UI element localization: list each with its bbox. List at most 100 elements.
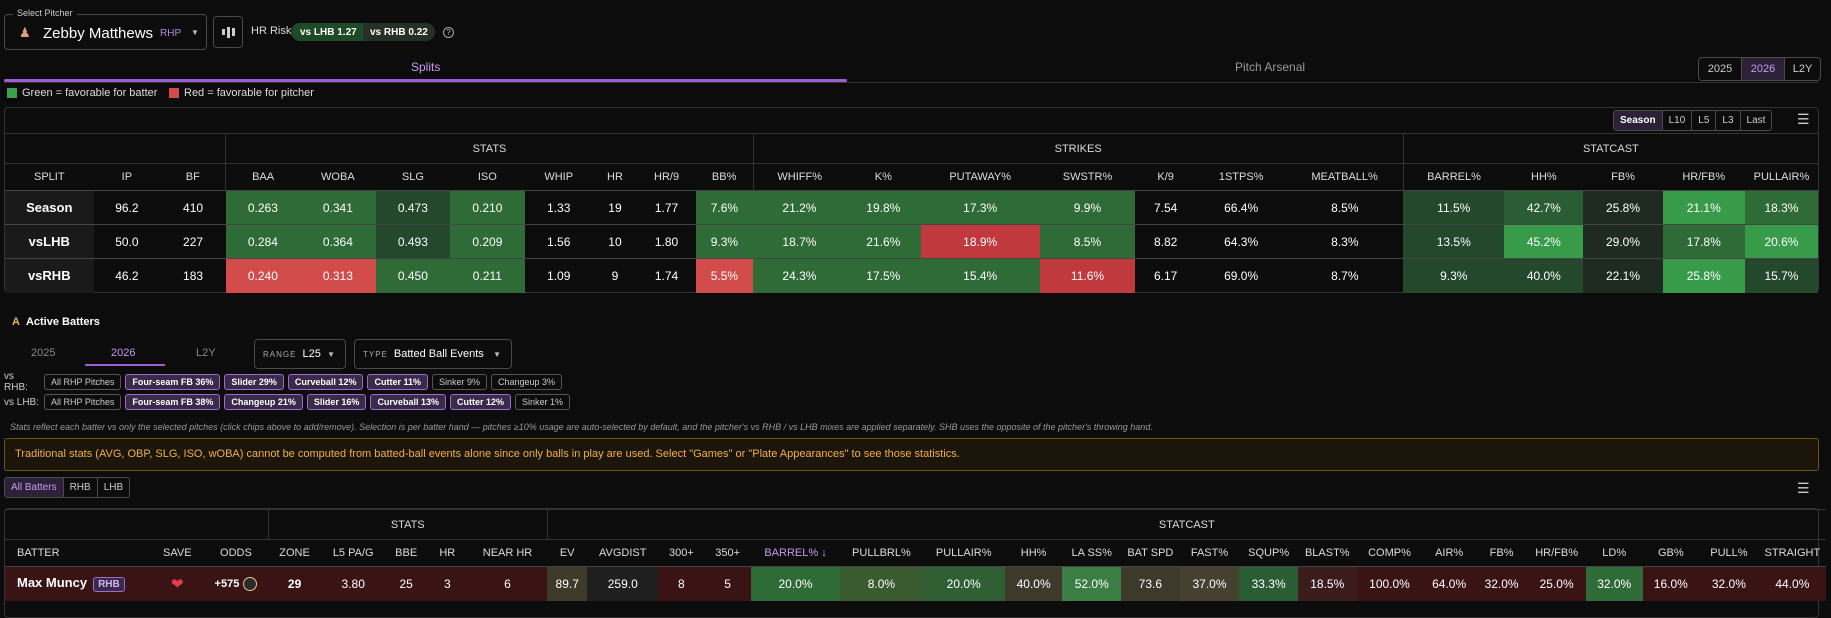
batter-cell: 25.0% [1527, 566, 1586, 601]
batter-col-header[interactable]: HR/FB% [1527, 539, 1586, 567]
save-heart-icon[interactable]: ❤ [151, 566, 204, 601]
batter-hand-filter[interactable]: All Batters RHB LHB [4, 477, 131, 498]
pitch-chip[interactable]: Sinker 9% [431, 374, 488, 390]
tab-splits[interactable]: Splits [411, 60, 441, 74]
split-col-header[interactable]: MEATBALL% [1286, 163, 1404, 191]
batter-col-header[interactable]: PULLAIR% [922, 539, 1005, 567]
batter-year-2026[interactable]: 2026 [111, 347, 136, 359]
batter-col-header[interactable]: COMP% [1356, 539, 1423, 567]
batter-col-header[interactable]: FB% [1475, 539, 1528, 567]
pitch-chip[interactable]: Cutter 12% [449, 394, 511, 410]
split-col-header[interactable]: IP [93, 163, 161, 191]
batter-col-header[interactable]: L5 PA/G [320, 539, 386, 567]
split-col-header[interactable]: PUTAWAY% [920, 163, 1040, 191]
split-col-header[interactable]: SWSTR% [1039, 163, 1136, 191]
split-col-header[interactable]: WOBA [299, 163, 376, 191]
batter-col-header[interactable]: BATTER [5, 539, 152, 567]
pitch-chip[interactable]: Slider 29% [224, 374, 284, 390]
batter-col-header[interactable]: AVGDIST [587, 539, 659, 567]
batter-col-header[interactable]: 300+ [658, 539, 705, 567]
batter-col-header[interactable]: HR [426, 539, 468, 567]
pitch-chip[interactable]: Four-seam FB 38% [125, 394, 221, 410]
split-col-header[interactable]: BAA [225, 163, 300, 191]
active-batters-title: A Active Batters [12, 316, 100, 328]
split-cell: 8.5% [1286, 190, 1404, 225]
split-col-header[interactable]: K/9 [1135, 163, 1196, 191]
split-col-header[interactable]: HR/9 [637, 163, 696, 191]
batter-col-header[interactable]: EV [547, 539, 588, 567]
pitch-chip[interactable]: Slider 16% [306, 394, 367, 410]
pitch-chip[interactable]: Sinker 1% [514, 394, 571, 410]
pitch-chip[interactable]: Four-seam FB 36% [125, 374, 221, 390]
batter-col-header[interactable]: ZONE [268, 539, 321, 567]
pitch-chip[interactable]: Curveball 12% [287, 374, 364, 390]
split-cell: 9 [592, 258, 638, 293]
split-col-header[interactable]: HR/FB% [1662, 163, 1745, 191]
batter-year-2025[interactable]: 2025 [31, 347, 56, 359]
batter-col-header[interactable]: LD% [1585, 539, 1643, 567]
split-col-header[interactable]: BARREL% [1402, 163, 1505, 191]
year-2025[interactable]: 2025 [1699, 58, 1742, 80]
batter-col-header[interactable]: FAST% [1179, 539, 1240, 567]
split-col-header[interactable]: WHIFF% [752, 163, 846, 191]
split-col-header[interactable]: BB% [695, 163, 754, 191]
year-2026[interactable]: 2026 [1742, 58, 1785, 80]
settings-sliders-icon[interactable]: ☰ [1797, 111, 1810, 127]
help-icon[interactable]: ? [443, 27, 454, 38]
split-col-header[interactable]: HR [592, 163, 638, 191]
range-dropdown[interactable]: RANGE L25 ▼ [254, 339, 346, 369]
split-cell: 25.8% [1583, 190, 1663, 225]
pitch-chip[interactable]: All RHP Pitches [44, 374, 122, 390]
split-col-header[interactable]: 1STPS% [1195, 163, 1287, 191]
batter-col-header[interactable]: PULL% [1699, 539, 1759, 567]
range-l10[interactable]: L10 [1663, 111, 1693, 130]
year-toggle[interactable]: 2025 2026 L2Y [1698, 57, 1821, 81]
pitch-chip[interactable]: Cutter 11% [367, 374, 428, 390]
pitch-chip[interactable]: Changeup 21% [224, 394, 303, 410]
batter-col-header[interactable]: BBE [385, 539, 427, 567]
split-col-header[interactable]: BF [160, 163, 226, 191]
range-l3[interactable]: L3 [1716, 111, 1741, 130]
split-col-header[interactable]: PULLAIR% [1744, 163, 1818, 191]
filter-rhb[interactable]: RHB [64, 478, 98, 497]
split-col-header[interactable]: ISO [449, 163, 525, 191]
pitch-chip[interactable]: Changeup 3% [491, 374, 563, 390]
split-cell: 7.54 [1135, 190, 1196, 225]
pitcher-select[interactable]: Select Pitcher ♟ Zebby Matthews RHP ▼ [4, 8, 207, 50]
batter-col-header[interactable]: ODDS [203, 539, 269, 567]
batter-col-header[interactable]: SQUP% [1239, 539, 1298, 567]
settings-sliders-icon[interactable]: ☰ [1797, 480, 1810, 496]
batter-col-header[interactable]: GB% [1642, 539, 1700, 567]
batter-col-header[interactable]: 350+ [704, 539, 751, 567]
batter-year-l2y[interactable]: L2Y [196, 347, 216, 359]
filter-all-batters[interactable]: All Batters [5, 478, 64, 497]
batter-col-header[interactable]: LA SS% [1062, 539, 1122, 567]
split-col-header[interactable]: SPLIT [5, 163, 94, 191]
chart-button[interactable] [213, 16, 243, 48]
split-col-header[interactable]: K% [845, 163, 921, 191]
pitch-chip[interactable]: Curveball 13% [370, 394, 446, 410]
batter-col-header[interactable]: BLAST% [1297, 539, 1357, 567]
batter-col-header[interactable]: SAVE [151, 539, 204, 567]
range-toggle[interactable]: Season L10 L5 L3 Last [1613, 110, 1773, 131]
batter-row[interactable]: Max Muncy RHB ❤ +575 29 3.80 25 3 6 89.7 259.0 8 5 20… [5, 566, 1826, 601]
range-l5[interactable]: L5 [1692, 111, 1717, 130]
split-col-header[interactable]: FB% [1583, 163, 1663, 191]
batter-col-header[interactable]: HH% [1004, 539, 1063, 567]
filter-lhb[interactable]: LHB [103, 482, 124, 493]
range-season[interactable]: Season [1614, 111, 1663, 130]
split-col-header[interactable]: SLG [375, 163, 450, 191]
batter-col-header[interactable]: PULLBRL% [840, 539, 923, 567]
batter-col-header[interactable]: BARREL% ↓ [750, 539, 841, 567]
split-col-header[interactable]: WHIP [524, 163, 593, 191]
batter-col-header[interactable]: AIR% [1422, 539, 1476, 567]
tab-pitch-arsenal[interactable]: Pitch Arsenal [1235, 60, 1306, 74]
year-l2y[interactable]: L2Y [1792, 63, 1813, 75]
range-last[interactable]: Last [1746, 115, 1766, 126]
split-col-header[interactable]: HH% [1504, 163, 1584, 191]
pitch-chip[interactable]: All RHP Pitches [44, 394, 122, 410]
batter-col-header[interactable]: NEAR HR [467, 539, 548, 567]
type-dropdown[interactable]: TYPE Batted Ball Events ▼ [354, 339, 512, 369]
batter-col-header[interactable]: STRAIGHT [1758, 539, 1826, 567]
batter-col-header[interactable]: BAT SPD [1121, 539, 1180, 567]
